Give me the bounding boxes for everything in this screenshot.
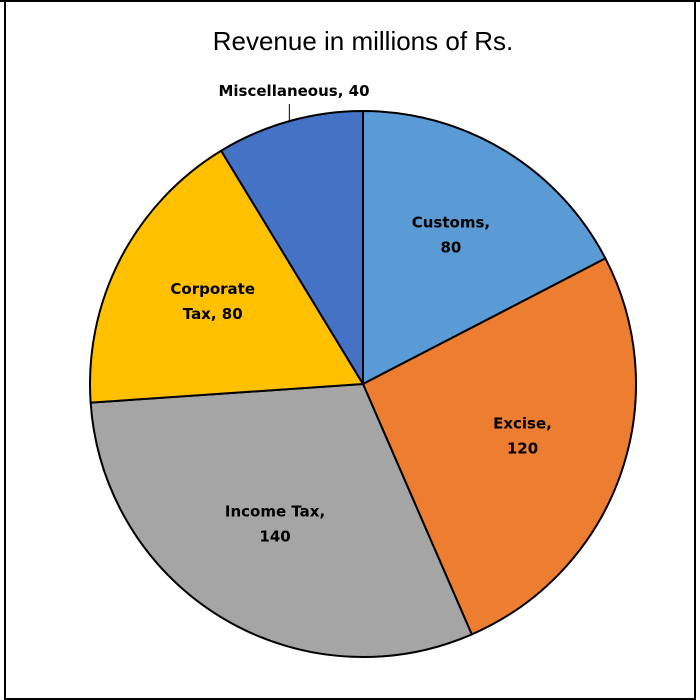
slice-label-excise: Excise, 120: [493, 415, 552, 458]
slice-label-customs: Customs, 80: [412, 213, 490, 256]
pie-slice-income-tax: [89, 383, 473, 658]
pie-slice-corporate-tax: [89, 149, 364, 404]
slice-label-income-tax: Income Tax, 140: [225, 503, 325, 546]
pie-slice-miscellaneous: [220, 110, 364, 385]
pie-labels: Customs, 80 Excise, 120 Income Tax, 140 Corpor…: [170, 82, 551, 546]
pie-slice-customs: [362, 110, 607, 385]
chart-title: Revenue in millions of Rs.: [213, 26, 514, 56]
slice-label-corporate-tax: Corporate Tax, 80: [170, 280, 255, 323]
slice-label-miscellaneous: Miscellaneous, 40: [218, 82, 369, 100]
pie-slices: [89, 110, 637, 658]
